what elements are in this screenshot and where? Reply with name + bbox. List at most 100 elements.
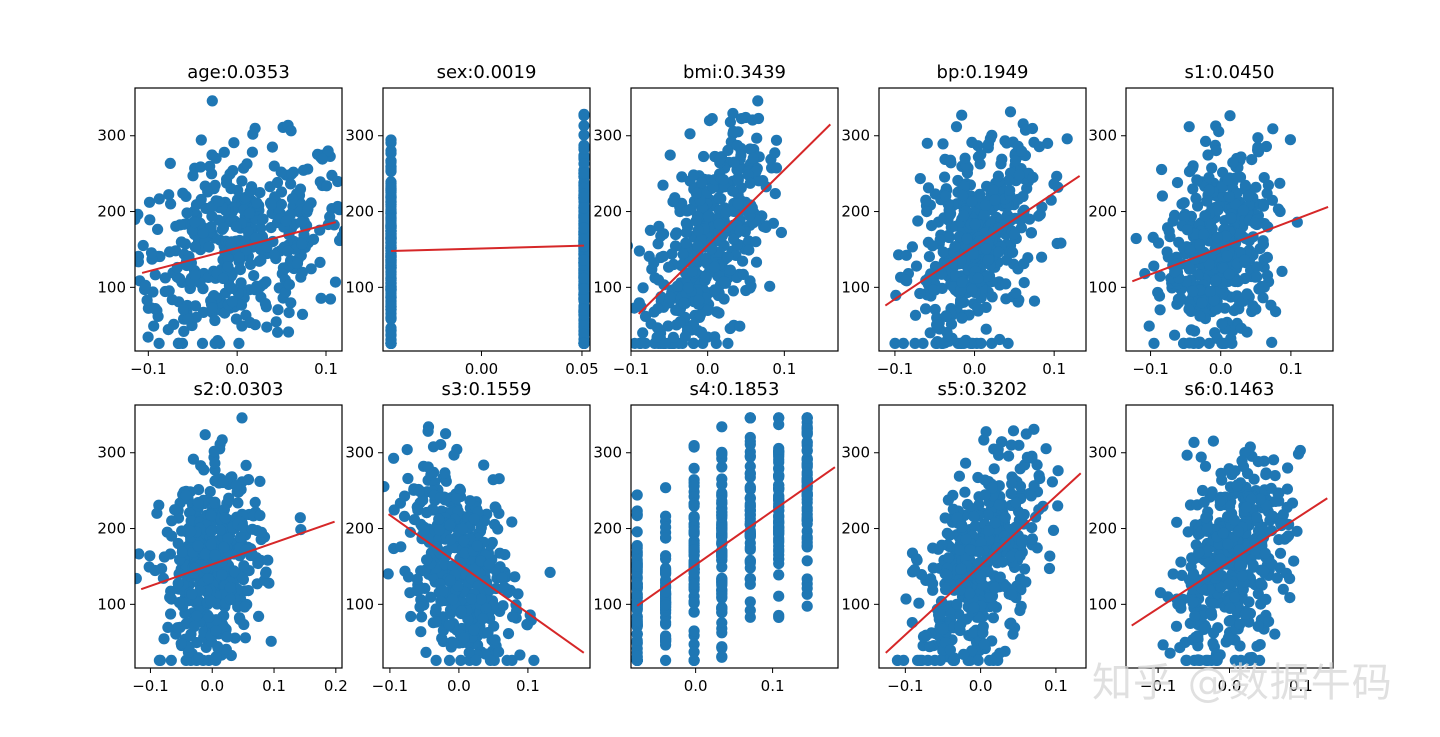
data-point (1191, 174, 1203, 186)
data-point (1017, 190, 1029, 203)
data-point (660, 568, 672, 580)
data-point (1263, 615, 1275, 628)
data-point (688, 544, 700, 556)
data-point (435, 595, 447, 607)
data-point (971, 302, 984, 314)
data-point (385, 145, 397, 157)
data-point (208, 445, 220, 457)
data-point (1223, 268, 1235, 280)
data-point (664, 149, 676, 161)
y-tick-label: 300 (841, 127, 870, 145)
data-point (1211, 231, 1223, 244)
data-point (190, 311, 202, 323)
data-point (722, 251, 734, 263)
data-point (671, 280, 684, 292)
data-point (1233, 228, 1245, 240)
data-point (773, 470, 785, 482)
y-tick-label: 300 (841, 444, 870, 462)
y-tick-label: 200 (593, 520, 622, 538)
axes-frame (134, 404, 343, 669)
data-point (153, 193, 165, 205)
data-point (404, 587, 416, 599)
x-tick-label: 0.1 (262, 677, 286, 695)
data-point (1044, 550, 1056, 562)
data-point (702, 210, 714, 223)
y-tick-label: 100 (97, 278, 126, 296)
y-tick-label: 100 (841, 278, 870, 296)
data-point (660, 636, 672, 648)
data-point (1266, 336, 1278, 348)
data-point (724, 264, 737, 276)
data-point (205, 525, 217, 537)
y-tick-label: 100 (1088, 595, 1117, 613)
data-point (688, 606, 700, 618)
data-point (173, 596, 185, 609)
data-point (801, 600, 813, 612)
data-point (1192, 640, 1204, 652)
data-point (921, 137, 933, 149)
data-point (1014, 480, 1027, 492)
data-point (1229, 465, 1241, 477)
data-point (1214, 553, 1226, 565)
y-tick-label: 100 (345, 595, 374, 613)
data-point (1269, 628, 1281, 640)
data-point (484, 584, 496, 596)
data-point (254, 475, 266, 487)
subplot-title: age:0.0353 (187, 62, 290, 83)
data-point (801, 555, 813, 567)
data-point (1260, 140, 1272, 153)
data-point (1216, 337, 1228, 349)
data-point (728, 156, 740, 168)
data-point (578, 167, 590, 179)
data-point (238, 618, 250, 631)
data-point (189, 241, 201, 253)
data-point (135, 250, 145, 262)
data-point (385, 329, 397, 341)
data-point (1156, 190, 1168, 202)
data-point (714, 154, 726, 166)
data-point (743, 244, 755, 256)
data-point (324, 211, 336, 223)
data-point (674, 316, 686, 328)
data-point (385, 251, 397, 263)
data-point (411, 573, 423, 585)
data-point (1170, 620, 1183, 632)
data-point (471, 540, 483, 552)
data-point (956, 521, 968, 533)
data-point (116, 306, 127, 317)
data-point (606, 338, 617, 349)
data-point (670, 229, 682, 241)
data-point (801, 436, 813, 448)
data-point (193, 652, 205, 664)
data-point (1267, 123, 1279, 135)
data-point (34, 240, 45, 251)
data-point (801, 518, 813, 530)
data-point (222, 261, 234, 273)
data-point (1028, 423, 1040, 435)
data-point (951, 598, 963, 610)
data-point (1003, 450, 1015, 462)
data-point (451, 493, 463, 505)
data-point (1228, 305, 1240, 317)
data-point (660, 577, 672, 589)
data-point (958, 337, 970, 349)
data-point (244, 316, 256, 329)
data-point (452, 580, 464, 593)
data-point (937, 246, 949, 258)
data-point (184, 630, 197, 642)
data-point (1282, 462, 1294, 474)
data-point (421, 554, 433, 566)
data-point (746, 202, 758, 214)
data-point (920, 629, 932, 641)
data-point (1036, 251, 1048, 263)
data-point (220, 643, 232, 656)
data-point (972, 272, 984, 284)
data-point (1203, 184, 1215, 196)
data-point (465, 593, 477, 605)
data-point (968, 626, 980, 638)
data-point (1200, 511, 1212, 524)
data-point (1222, 538, 1234, 550)
